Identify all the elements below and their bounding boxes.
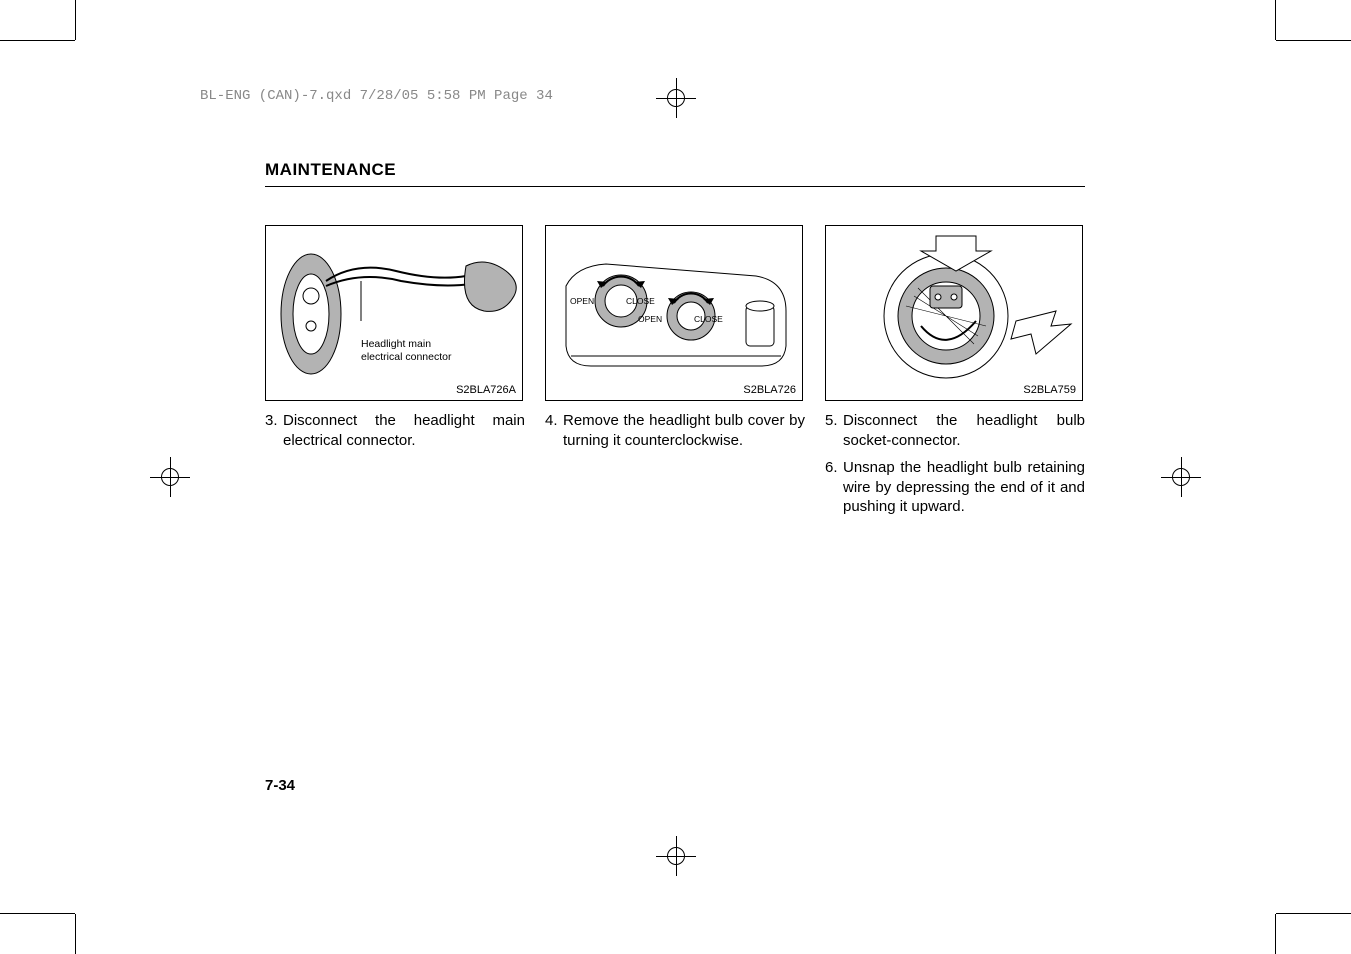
crop-mark bbox=[0, 913, 75, 914]
step-list: 5. Disconnect the headlight bulb socket-… bbox=[825, 411, 1085, 517]
registration-mark bbox=[656, 78, 696, 118]
slug-line: BL-ENG (CAN)-7.qxd 7/28/05 5:58 PM Page … bbox=[200, 88, 553, 104]
close-label-2: CLOSE bbox=[694, 314, 723, 324]
crop-mark bbox=[1276, 40, 1351, 41]
registration-mark bbox=[656, 836, 696, 876]
column-2: OPEN CLOSE OPEN CLOSE S2BLA726 4. Remove… bbox=[545, 225, 805, 525]
step-number: 4. bbox=[545, 411, 563, 450]
figure-2: OPEN CLOSE OPEN CLOSE S2BLA726 bbox=[545, 225, 803, 401]
headlight-cover-illustration bbox=[546, 226, 803, 401]
open-label-2: OPEN bbox=[638, 314, 662, 324]
step-list: 3. Disconnect the headlight main electri… bbox=[265, 411, 525, 450]
figure-id: S2BLA759 bbox=[1023, 384, 1076, 396]
step-text: Remove the headlight bulb cover by turni… bbox=[563, 411, 805, 450]
open-label: OPEN bbox=[570, 296, 594, 306]
step-text: Disconnect the headlight main electrical… bbox=[283, 411, 525, 450]
crop-mark bbox=[1276, 913, 1351, 914]
figure-id: S2BLA726 bbox=[743, 384, 796, 396]
step-item: 4. Remove the headlight bulb cover by tu… bbox=[545, 411, 805, 450]
step-number: 6. bbox=[825, 458, 843, 517]
crop-mark bbox=[1275, 0, 1276, 40]
crop-mark bbox=[1275, 914, 1276, 954]
step-item: 6. Unsnap the headlight bulb retaining w… bbox=[825, 458, 1085, 517]
column-1: Headlight main electrical connector S2BL… bbox=[265, 225, 525, 525]
crop-mark bbox=[0, 40, 75, 41]
registration-mark bbox=[1161, 457, 1201, 497]
columns: Headlight main electrical connector S2BL… bbox=[265, 225, 1085, 525]
registration-mark bbox=[150, 457, 190, 497]
step-number: 3. bbox=[265, 411, 283, 450]
step-text: Disconnect the headlight bulb socket-con… bbox=[843, 411, 1085, 450]
close-label: CLOSE bbox=[626, 296, 655, 306]
callout-label: Headlight main electrical connector bbox=[361, 338, 451, 363]
figure-3: S2BLA759 bbox=[825, 225, 1083, 401]
column-3: S2BLA759 5. Disconnect the headlight bul… bbox=[825, 225, 1085, 525]
crop-mark bbox=[75, 914, 76, 954]
crop-mark bbox=[75, 0, 76, 40]
content-area: MAINTENANCE bbox=[265, 160, 1085, 525]
step-text: Unsnap the headlight bulb retaining wire… bbox=[843, 458, 1085, 517]
step-number: 5. bbox=[825, 411, 843, 450]
figure-1: Headlight main electrical connector S2BL… bbox=[265, 225, 523, 401]
headlight-connector-illustration bbox=[266, 226, 523, 401]
figure-id: S2BLA726A bbox=[456, 384, 516, 396]
page-number: 7-34 bbox=[265, 777, 295, 794]
bulb-socket-illustration bbox=[826, 226, 1083, 401]
step-list: 4. Remove the headlight bulb cover by tu… bbox=[545, 411, 805, 450]
step-item: 5. Disconnect the headlight bulb socket-… bbox=[825, 411, 1085, 450]
page-wrapper: BL-ENG (CAN)-7.qxd 7/28/05 5:58 PM Page … bbox=[0, 0, 1351, 954]
section-title: MAINTENANCE bbox=[265, 160, 1085, 187]
step-item: 3. Disconnect the headlight main electri… bbox=[265, 411, 525, 450]
